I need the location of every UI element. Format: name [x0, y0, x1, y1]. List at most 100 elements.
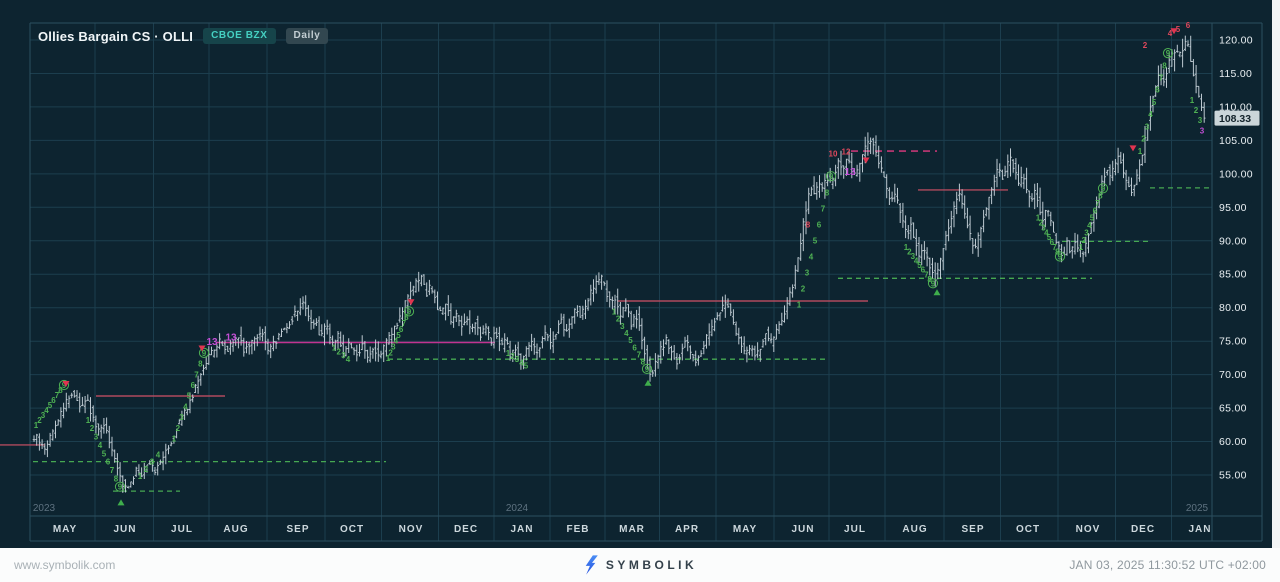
svg-text:3: 3 [179, 413, 184, 422]
svg-text:4: 4 [914, 257, 919, 266]
svg-text:2: 2 [90, 424, 95, 433]
svg-text:3: 3 [41, 411, 46, 420]
svg-text:1: 1 [332, 344, 337, 353]
svg-text:100.00: 100.00 [1219, 168, 1253, 180]
svg-text:4: 4 [809, 253, 814, 262]
svg-text:MAY: MAY [53, 524, 77, 535]
svg-text:OCT: OCT [1016, 524, 1040, 535]
svg-text:3: 3 [620, 322, 625, 331]
svg-text:4: 4 [44, 406, 49, 415]
website-label: www.symbolik.com [14, 558, 116, 572]
svg-text:9: 9 [407, 307, 412, 316]
chart-header: Ollies Bargain CS · OLLI CBOE BZX Daily [38, 28, 329, 44]
svg-text:4: 4 [1148, 110, 1153, 119]
svg-text:9: 9 [645, 365, 650, 374]
svg-text:108.33: 108.33 [1219, 113, 1251, 125]
svg-text:65.00: 65.00 [1219, 403, 1247, 415]
svg-text:1: 1 [612, 307, 617, 316]
svg-text:2023: 2023 [33, 503, 56, 514]
svg-text:7: 7 [110, 466, 115, 475]
svg-text:85.00: 85.00 [1219, 269, 1247, 281]
svg-text:105.00: 105.00 [1219, 135, 1253, 147]
svg-text:DEC: DEC [1131, 524, 1155, 535]
svg-text:AUG: AUG [223, 524, 248, 535]
svg-text:1: 1 [506, 349, 511, 358]
svg-text:6: 6 [921, 266, 926, 275]
svg-text:80.00: 80.00 [1219, 302, 1247, 314]
svg-text:2: 2 [616, 315, 621, 324]
svg-text:70.00: 70.00 [1219, 369, 1247, 381]
svg-text:6: 6 [1050, 238, 1055, 247]
svg-text:2: 2 [1194, 106, 1199, 115]
svg-text:6: 6 [632, 343, 637, 352]
svg-text:9: 9 [1058, 253, 1063, 262]
svg-text:JUN: JUN [791, 524, 814, 535]
svg-text:2: 2 [176, 424, 181, 433]
svg-text:DEC: DEC [454, 524, 478, 535]
svg-text:3: 3 [1041, 223, 1046, 232]
timeframe-badge[interactable]: Daily [285, 28, 329, 44]
svg-text:4: 4 [1087, 221, 1092, 230]
svg-text:9: 9 [931, 279, 936, 288]
brand-text: SYMBOLIK [605, 558, 698, 572]
svg-text:FEB: FEB [567, 524, 590, 535]
svg-text:7: 7 [1052, 243, 1057, 252]
svg-text:4: 4 [1044, 228, 1049, 237]
svg-text:9: 9 [62, 381, 67, 390]
svg-text:SEP: SEP [961, 524, 984, 535]
svg-text:4: 4 [156, 451, 161, 460]
svg-text:7: 7 [55, 391, 60, 400]
svg-text:JAN: JAN [1188, 524, 1211, 535]
svg-text:95.00: 95.00 [1219, 202, 1247, 214]
svg-text:2024: 2024 [506, 503, 529, 514]
svg-text:3: 3 [1198, 116, 1203, 125]
svg-text:AUG: AUG [902, 524, 927, 535]
svg-text:2: 2 [144, 465, 149, 474]
svg-text:2: 2 [1143, 41, 1148, 50]
svg-text:2: 2 [1141, 135, 1146, 144]
svg-text:4: 4 [519, 358, 524, 367]
svg-text:1: 1 [138, 472, 143, 481]
svg-text:1: 1 [386, 354, 391, 363]
svg-text:NOV: NOV [1076, 524, 1101, 535]
svg-text:7: 7 [402, 319, 407, 328]
svg-text:1: 1 [1079, 243, 1084, 252]
svg-text:75.00: 75.00 [1219, 336, 1247, 348]
svg-text:7: 7 [637, 351, 642, 360]
svg-text:13: 13 [206, 337, 218, 348]
svg-text:5: 5 [1152, 98, 1157, 107]
svg-text:4: 4 [346, 355, 351, 364]
timestamp-label: JAN 03, 2025 11:30:52 UTC +02:00 [1069, 558, 1266, 572]
svg-text:3: 3 [805, 269, 810, 278]
svg-text:10: 10 [829, 150, 838, 159]
footer: www.symbolik.com SYMBOLIK JAN 03, 2025 1… [0, 548, 1280, 582]
svg-text:APR: APR [675, 524, 699, 535]
svg-text:8: 8 [1098, 192, 1103, 201]
svg-text:5: 5 [1090, 214, 1095, 223]
svg-text:60.00: 60.00 [1219, 436, 1247, 448]
svg-text:4: 4 [394, 337, 399, 346]
svg-text:2: 2 [907, 248, 912, 257]
svg-text:6: 6 [51, 396, 56, 405]
svg-text:8: 8 [58, 386, 63, 395]
svg-text:5: 5 [187, 392, 192, 401]
svg-text:90.00: 90.00 [1219, 235, 1247, 247]
svg-text:MAR: MAR [619, 524, 645, 535]
svg-text:5: 5 [524, 362, 529, 371]
svg-text:3: 3 [1200, 127, 1205, 136]
svg-text:3: 3 [1084, 228, 1089, 237]
svg-text:2: 2 [388, 348, 393, 357]
svg-text:7: 7 [924, 270, 929, 279]
svg-text:120.00: 120.00 [1219, 35, 1253, 47]
svg-text:3: 3 [391, 343, 396, 352]
svg-text:6: 6 [399, 325, 404, 334]
svg-text:5: 5 [1176, 25, 1181, 34]
svg-text:55.00: 55.00 [1219, 470, 1247, 482]
svg-text:110.00: 110.00 [1219, 101, 1252, 113]
exchange-badge[interactable]: CBOE BZX [203, 28, 276, 44]
svg-text:4: 4 [624, 329, 629, 338]
svg-text:SEP: SEP [286, 524, 309, 535]
